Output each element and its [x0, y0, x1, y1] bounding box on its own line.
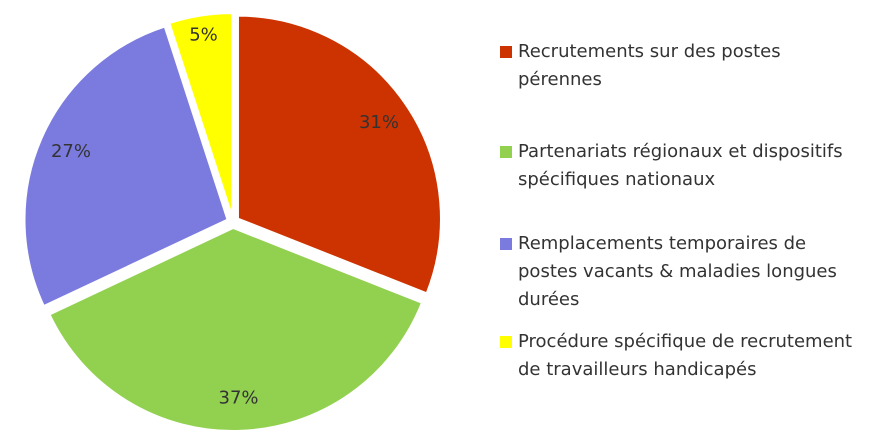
legend-item: Procédure spécifique de recrutement de t…	[500, 328, 860, 384]
legend-label: Procédure spécifique de recrutement de t…	[518, 331, 853, 380]
pie-slice	[23, 25, 229, 308]
data-label: 37%	[219, 387, 259, 408]
legend-swatch	[500, 146, 512, 158]
data-label: 5%	[189, 25, 218, 46]
pie-slice	[48, 226, 424, 432]
legend-label: Recrutements sur des postes pérennes	[518, 41, 781, 90]
legend-label: Partenariats régionaux et dispositifs sp…	[518, 141, 843, 190]
legend-swatch	[500, 336, 512, 348]
pie-slice	[168, 12, 234, 217]
legend-swatch	[500, 46, 512, 58]
data-label: 27%	[51, 141, 91, 162]
legend-item: Remplacements temporaires de postes vaca…	[500, 230, 860, 314]
legend-item: Partenariats régionaux et dispositifs sp…	[500, 138, 860, 194]
pie-slice	[236, 14, 442, 295]
legend-swatch	[500, 238, 512, 250]
legend-label: Remplacements temporaires de postes vaca…	[518, 233, 837, 310]
data-label: 31%	[359, 112, 399, 133]
legend-item: Recrutements sur des postes pérennes	[500, 38, 860, 94]
